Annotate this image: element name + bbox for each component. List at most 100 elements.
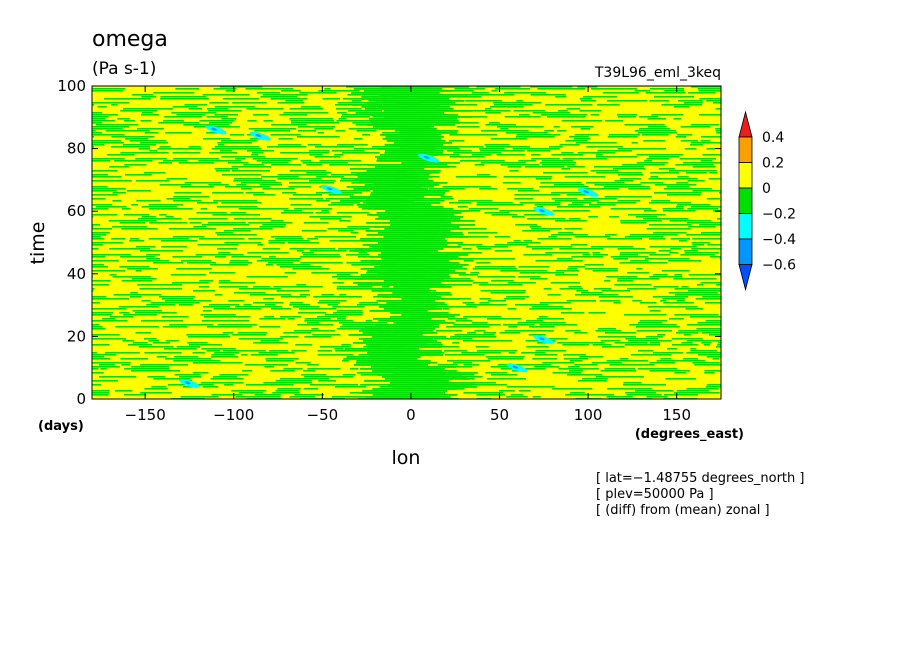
field-streak bbox=[654, 96, 695, 98]
field-streak bbox=[647, 306, 698, 308]
field-band-streak bbox=[366, 222, 452, 224]
field-streak bbox=[224, 242, 262, 244]
field-streak bbox=[448, 140, 465, 142]
field-band-streak bbox=[382, 296, 442, 298]
field-band-streak bbox=[366, 202, 441, 204]
field-streak bbox=[238, 392, 264, 394]
field-streak bbox=[644, 258, 690, 260]
field-streak bbox=[699, 114, 721, 116]
field-streak bbox=[336, 120, 382, 122]
field-band-streak bbox=[358, 206, 444, 208]
field-streak bbox=[149, 222, 188, 224]
field-streak bbox=[701, 332, 721, 334]
field-streak bbox=[92, 368, 99, 370]
field-streak bbox=[494, 236, 511, 238]
field-streak bbox=[327, 228, 370, 230]
field-streak bbox=[82, 322, 88, 324]
field-streak bbox=[222, 98, 260, 100]
field-streak bbox=[171, 112, 217, 114]
field-streak bbox=[710, 256, 721, 258]
field-streak bbox=[346, 254, 370, 256]
field-streak bbox=[368, 100, 379, 102]
field-streak bbox=[556, 258, 573, 260]
field-streak bbox=[307, 322, 320, 324]
negative-patch-core bbox=[184, 381, 191, 385]
field-streak bbox=[92, 142, 124, 144]
field-streak bbox=[92, 372, 104, 374]
field-streak bbox=[332, 276, 375, 278]
field-streak bbox=[291, 350, 307, 352]
field-streak bbox=[140, 250, 184, 252]
field-streak bbox=[662, 208, 684, 210]
field-band-streak bbox=[343, 358, 418, 360]
field-streak bbox=[622, 384, 666, 386]
field-streak bbox=[463, 364, 480, 366]
field-streak bbox=[331, 202, 360, 204]
field-streak bbox=[455, 320, 473, 322]
field-band-streak bbox=[384, 228, 470, 230]
field-streak bbox=[554, 200, 599, 202]
field-streak bbox=[558, 368, 599, 370]
field-streak bbox=[163, 120, 185, 122]
field-streak bbox=[92, 122, 103, 124]
field-streak bbox=[92, 160, 111, 162]
field-streak bbox=[309, 384, 359, 386]
field-streak bbox=[620, 222, 647, 224]
chart-subtitle: (Pa s-1) bbox=[92, 59, 156, 79]
field-streak bbox=[507, 242, 541, 244]
field-streak bbox=[353, 138, 363, 140]
field-streak bbox=[647, 118, 667, 120]
field-streak bbox=[491, 280, 514, 282]
field-streak bbox=[649, 310, 661, 312]
field-streak bbox=[129, 240, 145, 242]
field-streak bbox=[121, 208, 131, 210]
field-streak bbox=[477, 276, 516, 278]
field-streak bbox=[173, 360, 221, 362]
field-streak bbox=[304, 318, 331, 320]
field-streak bbox=[636, 330, 672, 332]
field-streak bbox=[542, 362, 575, 364]
field-streak bbox=[577, 380, 607, 382]
field-streak bbox=[547, 294, 561, 296]
field-band-streak bbox=[365, 230, 451, 232]
field-streak bbox=[237, 332, 268, 334]
field-streak bbox=[450, 336, 497, 338]
field-streak bbox=[605, 332, 637, 334]
field-streak bbox=[624, 124, 665, 126]
field-streak bbox=[159, 214, 167, 216]
field-streak bbox=[172, 256, 203, 258]
field-streak bbox=[606, 360, 649, 362]
field-streak bbox=[92, 344, 110, 346]
field-streak bbox=[625, 338, 658, 340]
field-streak bbox=[531, 248, 553, 250]
field-streak bbox=[303, 370, 316, 372]
field-streak bbox=[552, 372, 582, 374]
field-streak bbox=[433, 294, 453, 296]
field-streak bbox=[716, 132, 721, 134]
field-streak bbox=[148, 208, 193, 210]
field-streak bbox=[567, 166, 585, 168]
field-streak bbox=[260, 340, 280, 342]
field-streak bbox=[601, 290, 630, 292]
field-streak bbox=[691, 248, 721, 250]
field-streak bbox=[634, 130, 677, 132]
field-streak bbox=[446, 326, 490, 328]
field-streak bbox=[283, 210, 303, 212]
field-streak bbox=[214, 256, 227, 258]
field-streak bbox=[125, 174, 152, 176]
field-streak bbox=[718, 342, 721, 344]
field-streak bbox=[196, 212, 227, 214]
field-streak bbox=[92, 358, 111, 360]
field-streak bbox=[567, 374, 603, 376]
negative-patch-core bbox=[539, 209, 545, 213]
field-streak bbox=[515, 304, 549, 306]
field-streak bbox=[487, 378, 526, 380]
field-streak bbox=[299, 308, 337, 310]
field-streak bbox=[231, 390, 267, 392]
field-streak bbox=[300, 106, 321, 108]
field-streak bbox=[233, 292, 266, 294]
field-band-streak bbox=[359, 180, 434, 182]
field-streak bbox=[686, 172, 707, 174]
field-streak bbox=[129, 238, 140, 240]
field-streak bbox=[557, 130, 567, 132]
